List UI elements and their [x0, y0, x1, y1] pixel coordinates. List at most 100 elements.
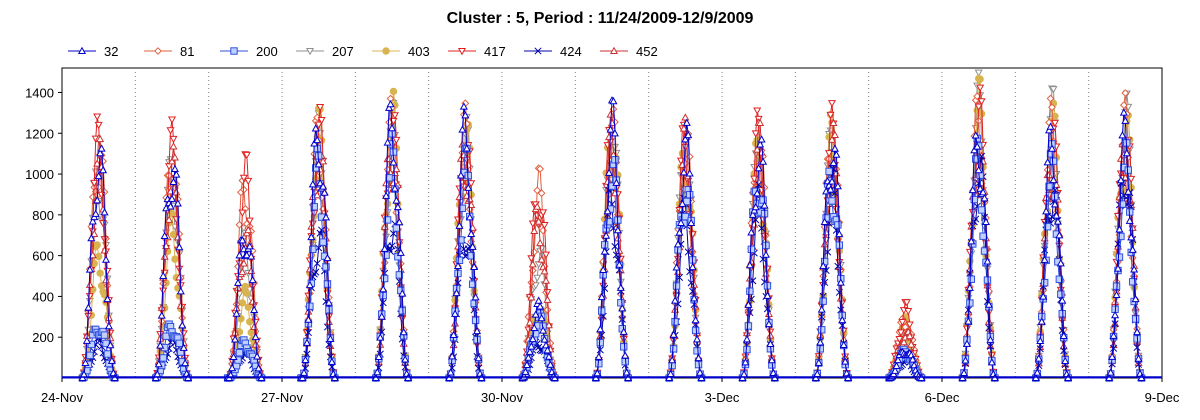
series-marker — [385, 103, 394, 111]
series-marker — [178, 321, 187, 329]
series-marker — [455, 192, 464, 201]
series-marker — [678, 199, 687, 207]
series-marker — [376, 333, 385, 341]
series-marker — [905, 331, 914, 340]
series-marker — [465, 213, 474, 221]
series-marker — [1036, 345, 1044, 353]
series-marker — [319, 182, 328, 190]
series-marker — [618, 304, 627, 312]
series-marker — [106, 340, 115, 349]
series-marker — [471, 316, 480, 325]
series-marker — [467, 252, 475, 260]
series-marker — [233, 278, 243, 286]
series-marker — [962, 339, 971, 347]
series-marker — [838, 315, 847, 324]
series-marker — [101, 255, 111, 263]
series-marker — [1112, 290, 1121, 298]
series-marker — [1050, 200, 1059, 208]
legend-item-81: 81 — [144, 44, 194, 59]
series-marker — [304, 315, 313, 323]
series-marker — [671, 318, 679, 326]
series-marker — [467, 180, 476, 188]
legend-label: 32 — [104, 44, 118, 59]
series-marker — [907, 340, 916, 348]
series-marker — [251, 340, 260, 348]
series-marker — [326, 334, 335, 342]
series-marker — [446, 368, 455, 376]
series-marker — [742, 335, 751, 343]
series-marker — [167, 116, 177, 124]
series-marker — [241, 282, 250, 291]
x-tick-label: 6-Dec — [925, 390, 960, 405]
series-marker — [390, 184, 399, 192]
series-marker — [97, 144, 106, 152]
series-marker — [530, 323, 539, 332]
series-marker — [522, 360, 531, 368]
series-marker — [313, 190, 322, 199]
series-marker — [167, 194, 177, 202]
y-tick-label: 800 — [32, 208, 54, 223]
series-marker — [895, 336, 904, 344]
x-tick-label: 24-Nov — [41, 390, 83, 405]
series-marker — [599, 265, 608, 274]
series-marker — [763, 291, 772, 299]
series-marker — [1034, 354, 1043, 362]
series-marker — [533, 186, 542, 195]
series-marker — [820, 217, 829, 225]
series-marker — [229, 352, 238, 361]
series-marker — [527, 278, 536, 287]
series-marker — [320, 188, 329, 196]
series-marker — [983, 276, 992, 284]
series-marker — [818, 326, 826, 334]
series-marker — [675, 228, 684, 236]
series-marker — [1118, 200, 1127, 208]
series-marker — [528, 334, 537, 343]
series-marker — [156, 341, 165, 349]
series-marker — [829, 118, 838, 127]
series-marker — [380, 244, 389, 252]
series-marker — [448, 352, 457, 360]
series-marker — [986, 335, 995, 343]
series-marker — [237, 315, 245, 323]
series-marker — [1051, 112, 1059, 120]
series-marker — [668, 355, 677, 364]
series-marker — [101, 275, 111, 284]
series-marker — [238, 299, 247, 307]
series-marker — [179, 343, 188, 351]
series-marker — [100, 208, 109, 216]
series-marker — [175, 242, 184, 251]
series-marker — [681, 212, 690, 221]
series-marker — [242, 151, 251, 160]
series-marker — [832, 206, 841, 214]
series-marker — [313, 135, 322, 144]
series-marker — [1122, 148, 1131, 157]
series-marker — [324, 298, 333, 306]
series-marker — [1046, 94, 1055, 103]
series-marker — [537, 313, 546, 322]
series-marker — [603, 206, 612, 215]
series-marker — [169, 142, 178, 150]
series-marker — [318, 226, 326, 234]
series-marker — [173, 199, 182, 207]
series-marker — [966, 299, 974, 307]
series-marker — [1061, 356, 1070, 365]
series-marker — [301, 355, 310, 363]
series-marker — [465, 194, 474, 203]
series-marker — [827, 135, 837, 143]
series-marker — [389, 158, 398, 166]
series-marker — [103, 350, 112, 358]
series-marker — [310, 139, 319, 147]
series-marker — [893, 355, 903, 364]
series-marker — [618, 315, 626, 323]
series-marker — [94, 121, 103, 130]
series-marker — [753, 107, 762, 115]
series-marker — [313, 259, 321, 268]
legend-marker — [457, 47, 467, 56]
series-marker — [537, 255, 546, 263]
series-marker — [380, 274, 389, 283]
series-marker — [104, 321, 113, 330]
series-marker — [758, 224, 766, 232]
series-marker — [543, 289, 552, 297]
series-marker — [835, 229, 844, 238]
series-marker — [617, 299, 625, 307]
